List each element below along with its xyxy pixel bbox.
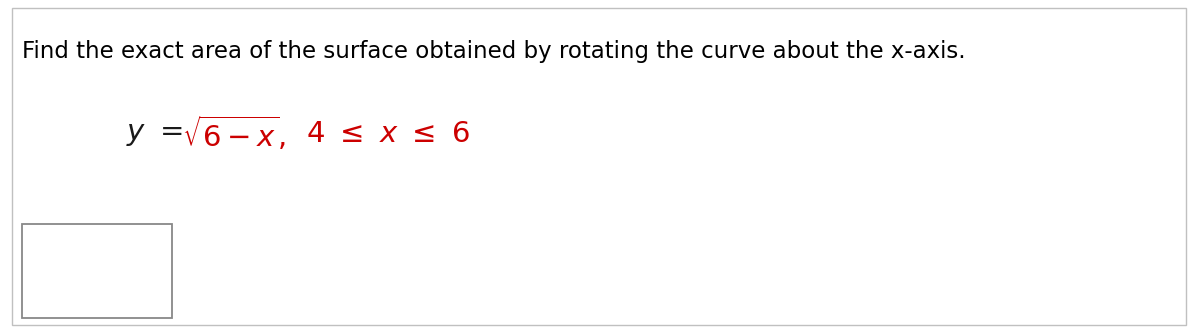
Text: $\mathit{y}\ \mathit{=}\ $: $\mathit{y}\ \mathit{=}\ $: [126, 120, 182, 148]
Text: Find the exact area of the surface obtained by rotating the curve about the x-ax: Find the exact area of the surface obtai…: [22, 40, 965, 63]
Text: $\sqrt{6-\mathit{x}},$: $\sqrt{6-\mathit{x}},$: [182, 115, 287, 153]
Bar: [22, 224, 172, 318]
Text: $4\ \leq\ \mathit{x}\ \leq\ 6$: $4\ \leq\ \mathit{x}\ \leq\ 6$: [306, 120, 469, 148]
